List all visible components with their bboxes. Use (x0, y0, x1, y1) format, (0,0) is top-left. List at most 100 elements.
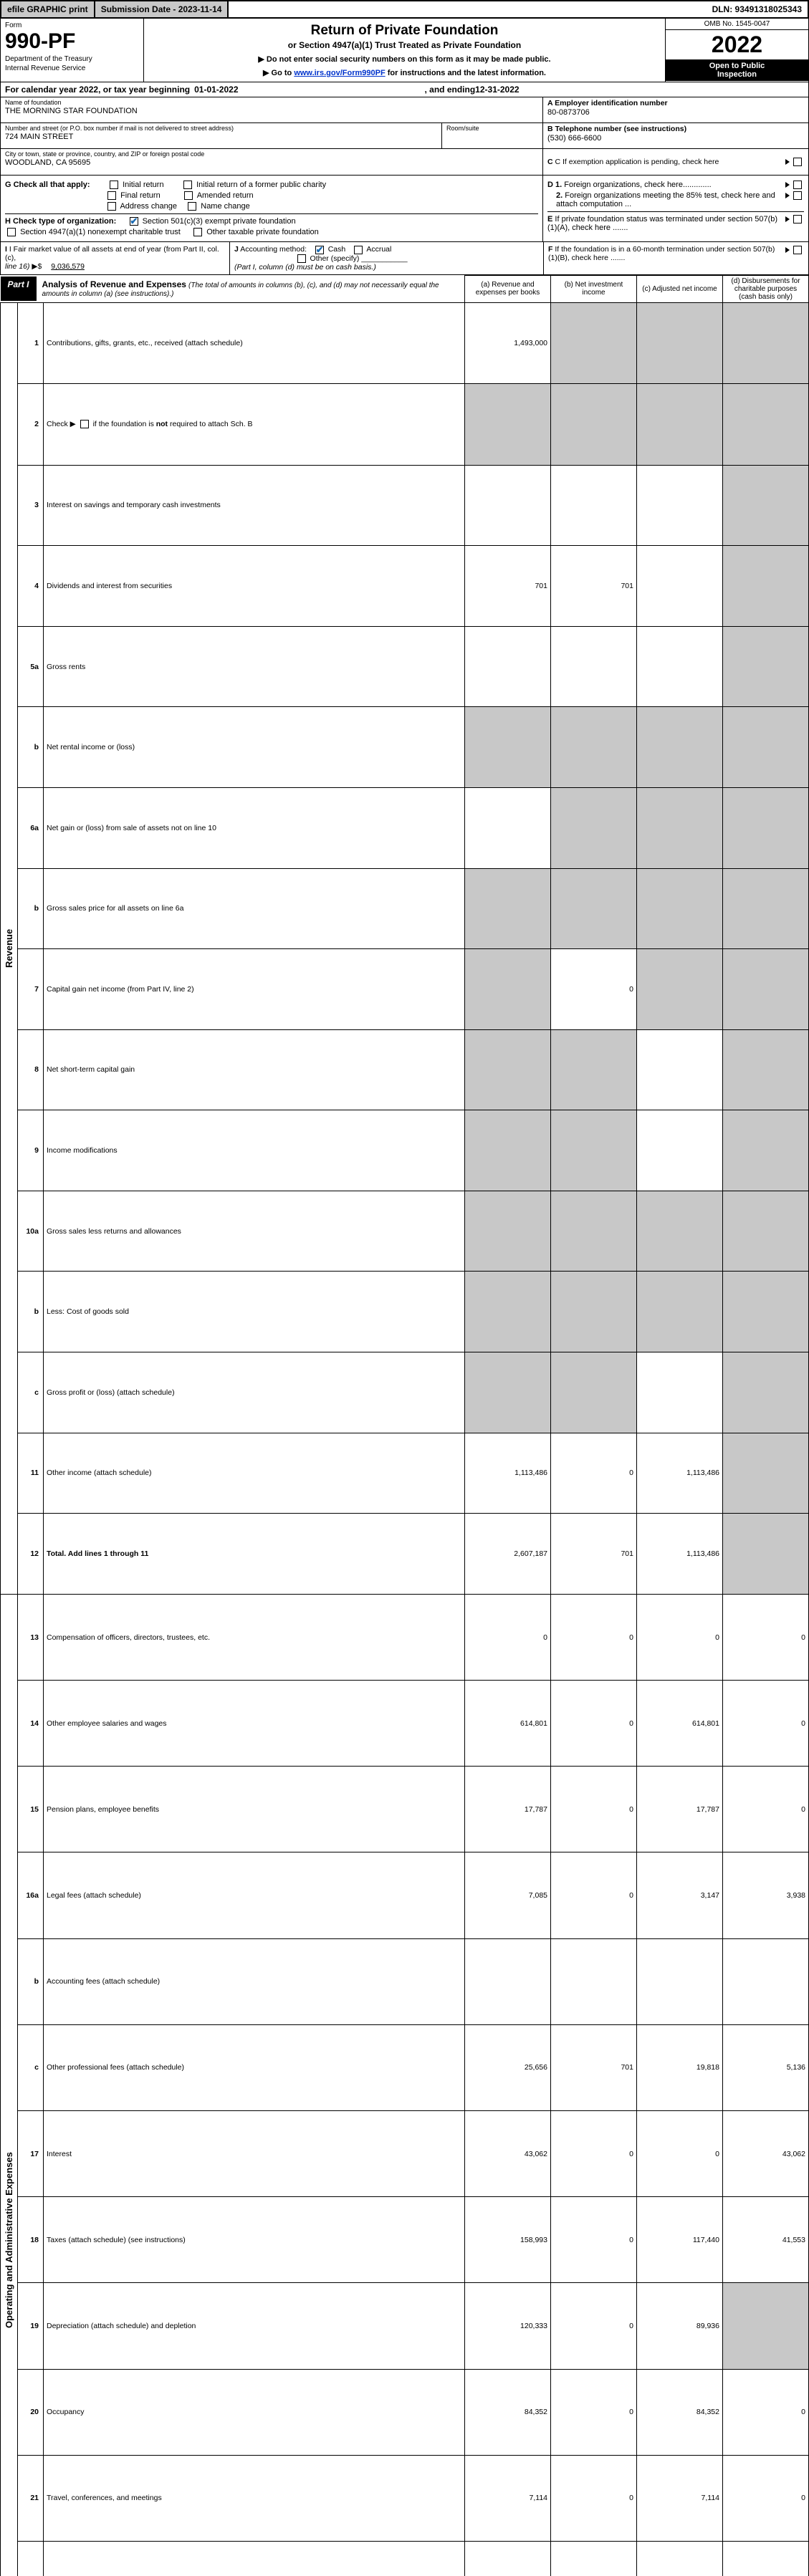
row-num: 13 (18, 1594, 44, 1680)
cell-b: 701 (551, 546, 637, 627)
cell-b: 0 (551, 2197, 637, 2283)
cell-d: 0 (723, 2369, 809, 2455)
row-desc: Interest on savings and temporary cash i… (44, 465, 465, 546)
f-checkbox[interactable] (793, 246, 802, 254)
row-num: 9 (18, 1110, 44, 1191)
g-initial-checkbox[interactable] (110, 181, 118, 189)
row-desc: Income modifications (44, 1110, 465, 1191)
arrow-icon (785, 193, 790, 198)
row-desc: Printing and publications (44, 2541, 465, 2576)
g-initial-label: Initial return (123, 181, 163, 189)
d1-checkbox[interactable] (793, 181, 802, 189)
g-name-checkbox[interactable] (188, 202, 196, 211)
row-desc: Contributions, gifts, grants, etc., rece… (44, 302, 465, 383)
cell-a: 25,656 (465, 2024, 551, 2110)
cell-b: 0 (551, 1681, 637, 1767)
h-4947-checkbox[interactable] (7, 228, 16, 236)
cell-a: 0 (465, 1594, 551, 1680)
cell-b: 0 (551, 949, 637, 1030)
cell-a: 701 (465, 546, 551, 627)
entity-block: Name of foundation THE MORNING STAR FOUN… (0, 97, 809, 176)
j-other-checkbox[interactable] (297, 254, 306, 263)
g-addr-label: Address change (120, 202, 177, 211)
row-num: 6a (18, 787, 44, 868)
phone-label: B Telephone number (see instructions) (547, 125, 804, 133)
dln-label: DLN: 93491318025343 (707, 1, 808, 17)
revenue-section-label: Revenue (4, 304, 14, 1592)
check-area: G Check all that apply: Initial return I… (0, 176, 809, 242)
arrow-icon (785, 247, 790, 253)
g-label: G Check all that apply: (5, 181, 90, 189)
cell-a: 1,113,486 (465, 1433, 551, 1514)
col-b-header: (b) Net investment income (551, 275, 637, 302)
cell-a: 84,352 (465, 2369, 551, 2455)
cell-c: 7,114 (637, 2455, 723, 2541)
d2-checkbox[interactable] (793, 191, 802, 200)
pending-checkbox[interactable] (793, 158, 802, 166)
omb-number: OMB No. 1545-0047 (666, 19, 808, 30)
cell-c: 19,818 (637, 2024, 723, 2110)
cell-b: 0 (551, 2455, 637, 2541)
cell-a: 120,333 (465, 2283, 551, 2369)
row-desc: Occupancy (44, 2369, 465, 2455)
row-num: 21 (18, 2455, 44, 2541)
schb-checkbox[interactable] (80, 420, 89, 428)
row-num: 18 (18, 2197, 44, 2283)
cell-c: 17,787 (637, 1767, 723, 1852)
row-num: 2 (18, 383, 44, 465)
row-desc: Other employee salaries and wages (44, 1681, 465, 1767)
g-final-checkbox[interactable] (107, 191, 116, 200)
row-desc: Depreciation (attach schedule) and deple… (44, 2283, 465, 2369)
foundation-name: THE MORNING STAR FOUNDATION (5, 107, 538, 115)
cell-c: 117,440 (637, 2197, 723, 2283)
name-label: Name of foundation (5, 99, 538, 106)
d2-label: Foreign organizations meeting the 85% te… (556, 191, 775, 208)
row-num: 20 (18, 2369, 44, 2455)
j-accrual-checkbox[interactable] (354, 246, 363, 254)
cell-b: 0 (551, 2111, 637, 2197)
row-num: c (18, 1352, 44, 1433)
cell-a: 7,114 (465, 2455, 551, 2541)
h-other-checkbox[interactable] (193, 228, 202, 236)
row-num: 4 (18, 546, 44, 627)
j-accrual-label: Accrual (366, 245, 391, 254)
cell-c: 1,113,486 (637, 1433, 723, 1514)
form-title: Return of Private Foundation (148, 23, 661, 39)
cell-d: 3,938 (723, 1852, 809, 1938)
cal-mid: , and ending (425, 85, 476, 95)
ein-value: 80-0873706 (547, 108, 804, 117)
calendar-year-row: For calendar year 2022, or tax year begi… (0, 82, 809, 97)
room-label: Room/suite (446, 125, 538, 132)
g-amended-label: Amended return (197, 191, 254, 200)
row-desc: Net short-term capital gain (44, 1029, 465, 1110)
row-num: 15 (18, 1767, 44, 1852)
cell-c: 1,113,486 (637, 1514, 723, 1595)
irs-link[interactable]: www.irs.gov/Form990PF (294, 69, 385, 77)
dept-treasury: Department of the Treasury (5, 55, 139, 63)
g-amended-checkbox[interactable] (184, 191, 193, 200)
j-cash-checkbox[interactable] (315, 246, 324, 254)
efile-print-button[interactable]: efile GRAPHIC print (1, 1, 95, 17)
cell-a: 43,062 (465, 2111, 551, 2197)
cell-c: 0 (637, 2111, 723, 2197)
cell-c: 3,147 (637, 1852, 723, 1938)
row-num: b (18, 1272, 44, 1352)
g-initial-former-checkbox[interactable] (183, 181, 192, 189)
g-addr-checkbox[interactable] (107, 202, 116, 211)
j-label: Accounting method: (240, 245, 307, 254)
row-num: 11 (18, 1433, 44, 1514)
form-header: Form 990-PF Department of the Treasury I… (0, 19, 809, 82)
row-num: 1 (18, 302, 44, 383)
row-num: 10a (18, 1191, 44, 1272)
row-desc: Net gain or (loss) from sale of assets n… (44, 787, 465, 868)
cal-prefix: For calendar year 2022, or tax year begi… (5, 85, 190, 95)
topbar: efile GRAPHIC print Submission Date - 20… (0, 0, 809, 19)
phone-value: (530) 666-6600 (547, 134, 804, 143)
cell-d: 0 (723, 2455, 809, 2541)
row-desc: Gross sales less returns and allowances (44, 1191, 465, 1272)
part1-table: Part I Analysis of Revenue and Expenses … (0, 275, 809, 2576)
row-num: c (18, 2024, 44, 2110)
row-desc: Taxes (attach schedule) (see instruction… (44, 2197, 465, 2283)
h-501c3-checkbox[interactable] (130, 217, 138, 226)
e-checkbox[interactable] (793, 215, 802, 224)
